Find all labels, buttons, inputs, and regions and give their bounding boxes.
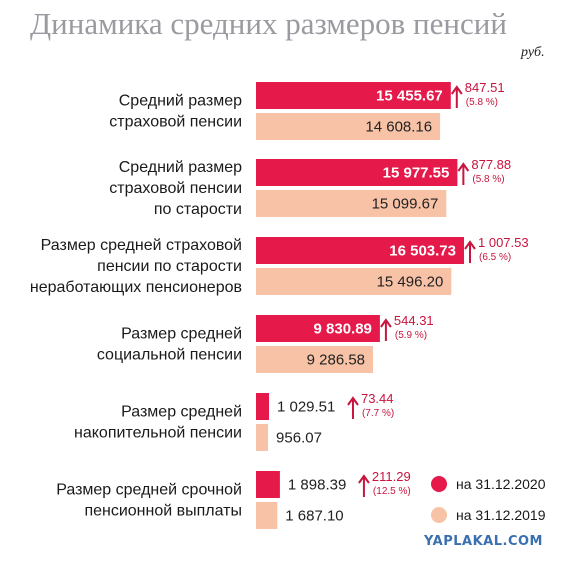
change-value: 1 007.53 [478, 235, 529, 250]
up-arrow-icon [464, 240, 476, 263]
data-label-2019: 956.07 [276, 430, 322, 447]
bar-2019 [256, 268, 452, 295]
data-label-2019: 15 099.67 [372, 196, 439, 213]
data-label-2020: 1 029.51 [277, 399, 335, 416]
bar-2020 [256, 315, 380, 342]
data-label-2020: 1 898.39 [288, 477, 346, 494]
change-percent: (5.8 %) [466, 97, 498, 108]
bar-2020 [256, 82, 451, 109]
bar-2019 [256, 346, 373, 373]
data-label-2020: 15 455.67 [376, 88, 443, 105]
category-label: социальной пенсии [97, 347, 242, 364]
bar-2019 [256, 113, 441, 140]
data-label-2020: 9 830.89 [314, 321, 372, 338]
data-label-2019: 9 286.58 [307, 352, 365, 369]
category-label: по старости [154, 201, 242, 218]
up-arrow-icon [347, 396, 359, 419]
change-value: 73.44 [361, 391, 394, 406]
unit-label: руб. [521, 45, 545, 60]
change-percent: (5.9 %) [395, 330, 427, 341]
data-label-2019: 14 608.16 [365, 119, 432, 136]
change-percent: (7.7 %) [362, 408, 394, 419]
bar-2020 [256, 237, 464, 264]
bar-2020 [256, 159, 458, 186]
data-label-2019: 1 687.10 [285, 508, 343, 525]
category-label: страховой пенсии [109, 180, 242, 197]
category-label: пенсии по старости [97, 258, 242, 275]
up-arrow-icon [457, 162, 470, 185]
data-label-2020: 16 503.73 [389, 243, 456, 260]
change-value: 211.29 [372, 469, 411, 484]
bar-2020 [256, 393, 269, 420]
bar-2019 [256, 502, 278, 529]
chart-title: Динамика средних размеров пенсий [30, 6, 507, 41]
watermark: YAPLAKAL.COM [424, 534, 543, 549]
up-arrow-icon [358, 474, 370, 497]
category-label: Средний размер [119, 93, 242, 110]
category-label: страховой пенсии [109, 114, 242, 131]
bar-2019 [256, 190, 447, 217]
up-arrow-icon [450, 85, 463, 108]
category-label: накопительной пенсии [74, 425, 242, 442]
category-label: Размер средней страховой [41, 237, 242, 254]
category-label: Средний размер [119, 159, 242, 176]
change-value: 847.51 [465, 80, 505, 95]
change-percent: (6.5 %) [479, 252, 511, 263]
category-label: неработающих пенсионеров [30, 279, 242, 296]
change-value: 877.88 [471, 157, 511, 172]
change-percent: (5.8 %) [472, 174, 504, 185]
bar-2020 [256, 471, 280, 498]
bar-2019 [256, 424, 268, 451]
data-label-2020: 15 977.55 [383, 165, 450, 182]
legend-2019-label: на 31.12.2019 [456, 507, 546, 523]
category-label: Размер средней [121, 326, 242, 343]
category-label: Размер средней [121, 404, 242, 421]
category-label: Размер средней срочной [56, 482, 242, 499]
change-value: 544.31 [394, 313, 434, 328]
data-label-2019: 15 496.20 [377, 274, 444, 291]
legend-2020-marker [431, 476, 447, 492]
change-percent: (12.5 %) [373, 486, 411, 497]
legend-2020-label: на 31.12.2020 [456, 476, 546, 492]
legend-2019-marker [431, 507, 447, 523]
up-arrow-icon [380, 318, 392, 341]
category-label: пенсионной выплаты [84, 503, 242, 520]
